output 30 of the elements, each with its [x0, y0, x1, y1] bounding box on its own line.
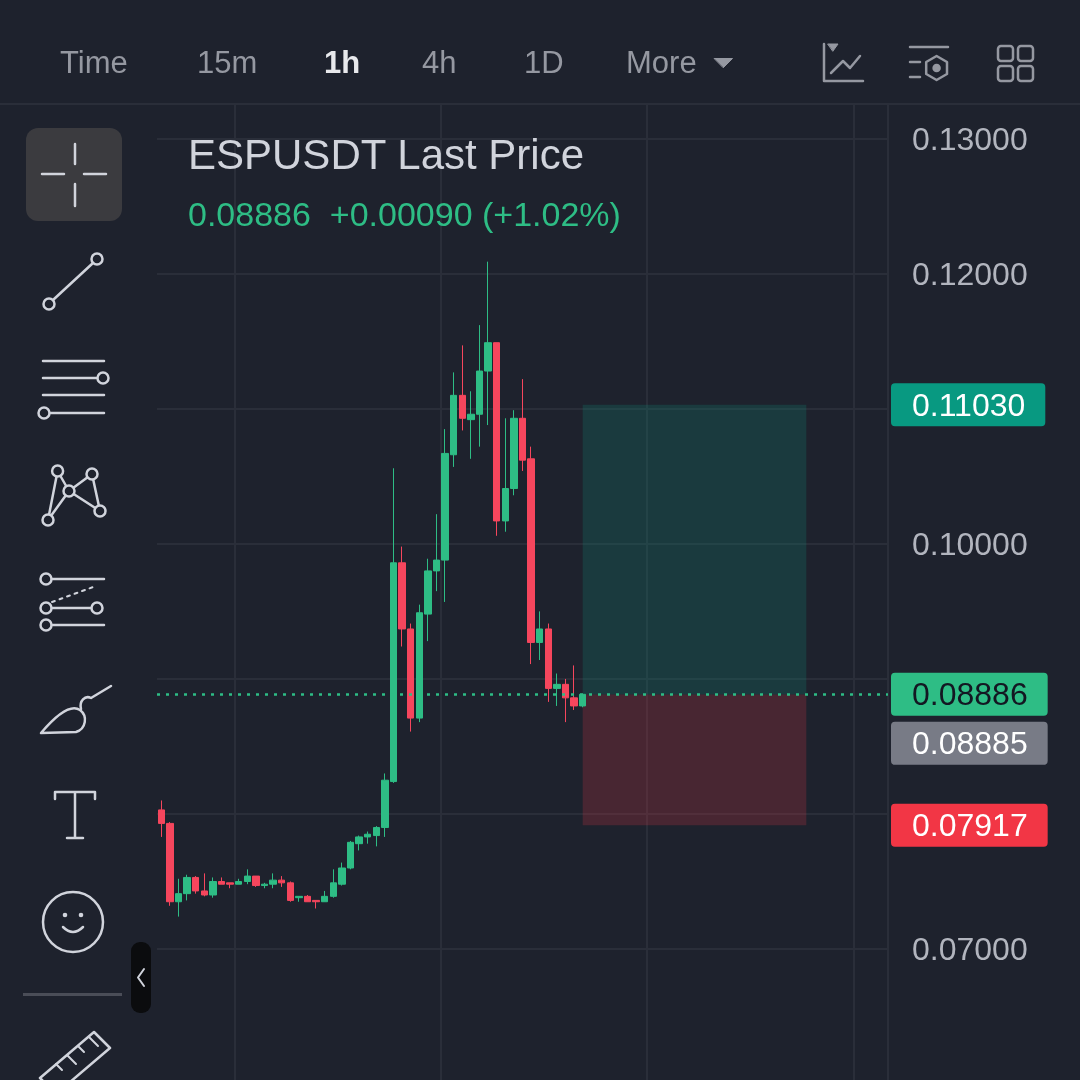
y-tick-label: 0.12000	[912, 255, 1028, 292]
candlestick	[201, 872, 208, 897]
candlestick	[545, 623, 552, 703]
text: 1h	[324, 44, 361, 82]
candlestick	[321, 890, 328, 903]
candlestick	[493, 342, 500, 537]
candlestick	[235, 878, 242, 885]
y-tick-label: 0.10000	[912, 525, 1028, 562]
text: 0.07917	[912, 807, 1028, 844]
candlestick	[252, 875, 260, 888]
text: 0.11030	[912, 386, 1026, 423]
candlestick	[244, 868, 251, 885]
y-tick-label: 0.07000	[912, 931, 1028, 968]
text: 15m	[197, 44, 258, 82]
candlestick	[287, 880, 294, 903]
ref-line-label: 0.08886	[912, 676, 1028, 713]
text: 4h	[422, 44, 457, 82]
candlestick	[192, 875, 199, 895]
text: 0.08885	[912, 725, 1028, 762]
text: Time	[60, 44, 128, 82]
y-tick-label: 0.13000	[912, 120, 1028, 157]
candlestick	[459, 344, 466, 431]
candlestick	[278, 875, 285, 888]
candlestick	[536, 610, 543, 661]
text: More	[626, 44, 697, 82]
text: 0.08886 +0.00090 (+1.02%)	[188, 195, 621, 233]
text: 1D	[524, 44, 564, 82]
candlestick	[209, 876, 217, 899]
text: ESPUSDT Last Price	[188, 130, 585, 178]
candlestick	[295, 895, 303, 903]
